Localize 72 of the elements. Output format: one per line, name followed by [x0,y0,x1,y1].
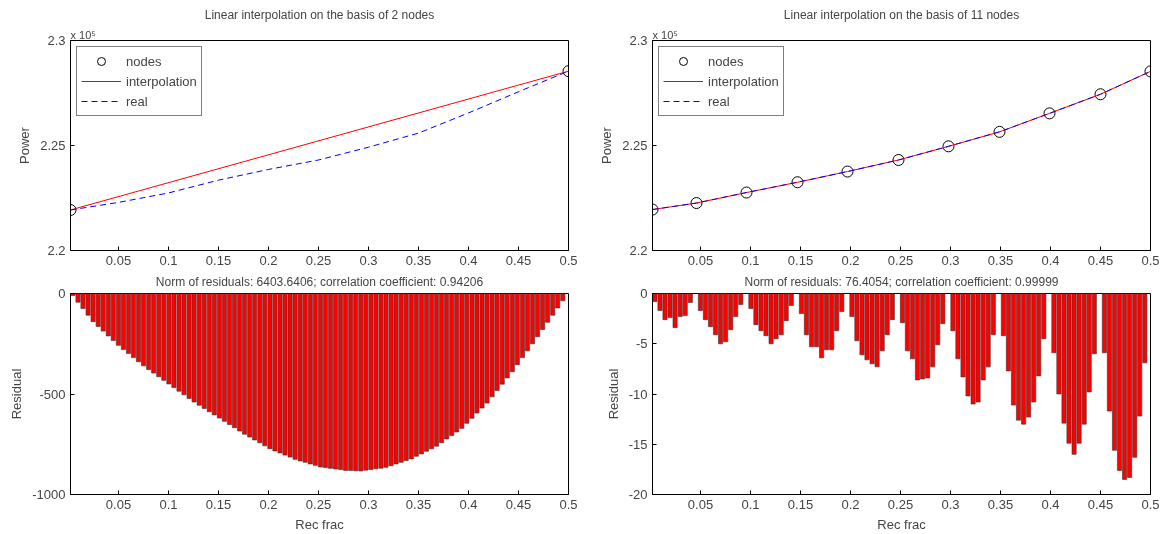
legend-label: nodes [708,53,744,69]
x-tick-label: 0.15 [787,252,814,268]
x-tick-label: 0.45 [505,496,532,512]
x-tick-label: 0.4 [1041,496,1060,512]
y-tick-label: 2.2 [629,243,648,258]
x-axis-title: Rec frac [877,516,927,532]
x-tick-label: 0.3 [359,496,378,512]
y-tick-label: 2.3 [629,33,648,48]
y-tick-label: 2.2 [47,243,66,258]
x-tick-label: 0.5 [1141,496,1160,512]
x-tick-label: 0.4 [1041,252,1060,268]
x-tick-label: 0.35 [987,496,1014,512]
x-tick-label: 0.15 [205,252,232,268]
x-tick-label: 0.05 [687,252,714,268]
y-axis-title: Residual [9,368,25,420]
x-tick-label: 0.1 [741,252,760,268]
x-tick-label: 0.3 [359,252,378,268]
y-tick-label: -500 [39,386,66,402]
x-tick-label: 0.15 [205,496,232,512]
x-tick-label: 0.4 [459,496,478,512]
chart-title: Linear interpolation on the basis of 11 nodes [783,7,1020,22]
x-tick-label: 0.1 [159,252,178,268]
x-tick-label: 0.5 [559,252,578,268]
x-tick-label: 0.25 [305,496,332,512]
legend-label: real [126,93,148,109]
y-tick-label: -15 [628,436,648,452]
x-tick-label: 0.45 [1087,496,1114,512]
x-tick-label: 0.05 [105,496,132,512]
x-tick-label: 0.45 [1087,252,1114,268]
x-tick-label: 0.25 [305,252,332,268]
annotation: x 10⁵ [652,28,678,41]
chart-title: Norm of residuals: 6403.6406; correlation coefficient: 0.94206 [155,274,484,289]
x-tick-label: 0.15 [787,496,814,512]
x-tick-label: 0.2 [259,252,278,268]
legend-label: interpolation [126,73,197,89]
x-tick-label: 0.25 [887,252,914,268]
x-tick-label: 0.05 [105,252,132,268]
y-tick-label: -10 [628,386,648,402]
y-tick-label: -1000 [32,487,66,502]
y-axis-title: Power [17,126,33,164]
y-tick-label: 0 [58,286,66,301]
y-tick-label: -5 [635,336,648,352]
x-tick-label: 0.5 [1141,252,1160,268]
x-tick-label: 0.25 [887,496,914,512]
y-tick-label: 2.25 [40,138,66,153]
x-tick-label: 0.05 [687,496,714,512]
x-tick-label: 0.3 [941,496,960,512]
x-tick-label: 0.2 [259,496,278,512]
legend-label: real [708,93,730,109]
x-tick-label: 0.45 [505,252,532,268]
chart-title: Linear interpolation on the basis of 2 nodes [204,7,435,22]
y-tick-label: 2.25 [622,138,648,153]
x-tick-label: 0.35 [987,252,1014,268]
x-tick-label: 0.5 [559,496,578,512]
x-tick-label: 0.1 [741,496,760,512]
x-tick-label: 0.35 [405,252,432,268]
x-tick-label: 0.4 [459,252,478,268]
x-tick-label: 0.3 [941,252,960,268]
y-tick-label: 2.3 [47,33,66,48]
y-tick-label: 0 [640,286,648,301]
x-tick-label: 0.2 [841,252,860,268]
y-axis-title: Power [599,126,615,164]
x-tick-label: 0.1 [159,496,178,512]
legend-label: interpolation [708,73,779,89]
x-tick-label: 0.2 [841,496,860,512]
legend-label: nodes [126,53,162,69]
y-tick-label: -20 [628,487,648,502]
x-tick-label: 0.35 [405,496,432,512]
annotation: x 10⁵ [70,28,96,41]
y-axis-title: Residual [605,368,621,420]
x-axis-title: Rec frac [295,516,345,532]
chart-title: Norm of residuals: 76.4054; correlation coefficient: 0.99999 [744,274,1059,289]
